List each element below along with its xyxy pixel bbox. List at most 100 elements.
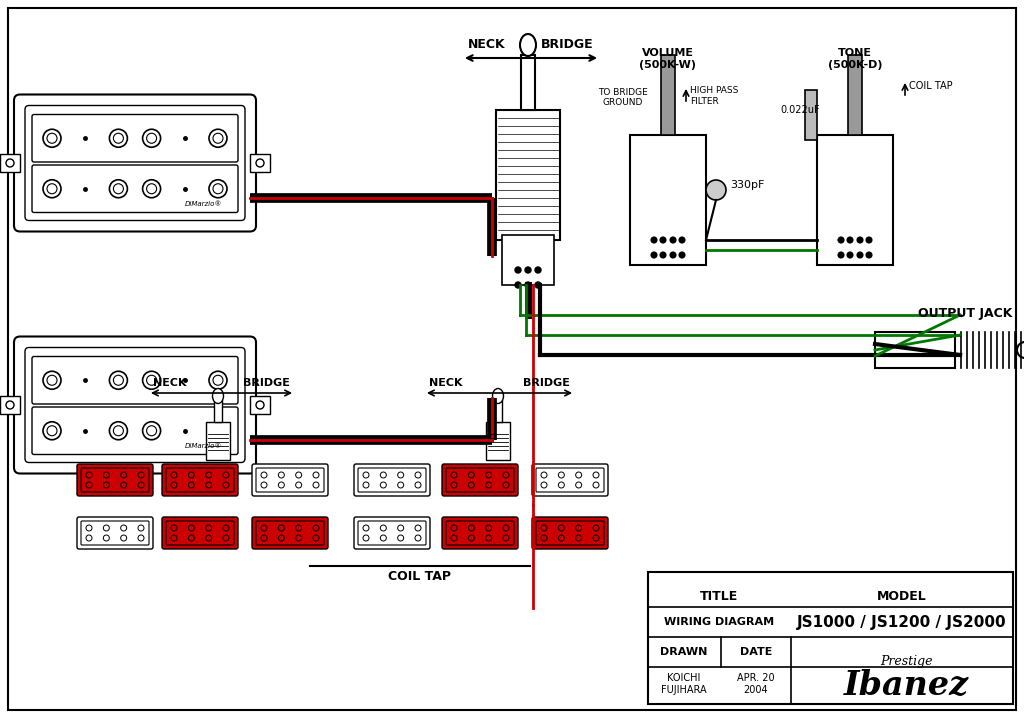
Circle shape — [103, 472, 110, 478]
Text: 330pF: 330pF — [730, 180, 764, 190]
FancyBboxPatch shape — [14, 337, 256, 473]
Circle shape — [261, 525, 267, 531]
Circle shape — [515, 282, 521, 288]
Circle shape — [296, 535, 302, 541]
Text: DiMarzio®: DiMarzio® — [184, 444, 222, 449]
Circle shape — [86, 472, 92, 478]
Circle shape — [670, 252, 676, 258]
Text: DiMarzio®: DiMarzio® — [184, 202, 222, 208]
Circle shape — [114, 376, 124, 386]
Circle shape — [558, 535, 564, 541]
Circle shape — [261, 482, 267, 488]
Text: BRIDGE: BRIDGE — [523, 378, 570, 388]
Bar — [214, 400, 222, 422]
Circle shape — [279, 472, 285, 478]
Text: TITLE: TITLE — [699, 589, 738, 602]
FancyBboxPatch shape — [256, 521, 324, 545]
Text: NECK: NECK — [153, 378, 186, 388]
Circle shape — [138, 472, 144, 478]
Circle shape — [110, 421, 127, 439]
Circle shape — [213, 184, 223, 194]
Circle shape — [397, 472, 403, 478]
Circle shape — [593, 482, 599, 488]
Circle shape — [380, 535, 386, 541]
Circle shape — [866, 252, 872, 258]
FancyBboxPatch shape — [536, 468, 604, 492]
Circle shape — [146, 376, 157, 386]
FancyBboxPatch shape — [446, 521, 514, 545]
Circle shape — [593, 535, 599, 541]
FancyBboxPatch shape — [442, 517, 518, 549]
FancyBboxPatch shape — [162, 517, 238, 549]
Text: VOLUME
(500K-W): VOLUME (500K-W) — [640, 48, 696, 70]
Bar — [0, 396, 20, 414]
Text: JS1000 / JS1200 / JS2000: JS1000 / JS1200 / JS2000 — [798, 615, 1007, 630]
Circle shape — [206, 472, 212, 478]
Circle shape — [47, 134, 57, 144]
Circle shape — [706, 180, 726, 200]
Circle shape — [47, 184, 57, 194]
Bar — [648, 572, 1013, 704]
Circle shape — [468, 472, 474, 478]
Circle shape — [313, 472, 319, 478]
Circle shape — [103, 535, 110, 541]
Circle shape — [485, 472, 492, 478]
Circle shape — [838, 252, 844, 258]
Circle shape — [121, 535, 127, 541]
Text: NECK: NECK — [468, 38, 506, 51]
Circle shape — [121, 525, 127, 531]
FancyBboxPatch shape — [81, 468, 150, 492]
Text: BRIDGE: BRIDGE — [243, 378, 290, 388]
Circle shape — [451, 535, 457, 541]
Circle shape — [86, 535, 92, 541]
FancyBboxPatch shape — [77, 517, 153, 549]
Circle shape — [593, 525, 599, 531]
Text: OUTPUT JACK: OUTPUT JACK — [918, 307, 1012, 320]
FancyBboxPatch shape — [252, 517, 328, 549]
Circle shape — [313, 525, 319, 531]
Circle shape — [171, 535, 177, 541]
Circle shape — [313, 482, 319, 488]
Circle shape — [397, 525, 403, 531]
Circle shape — [651, 237, 657, 243]
Circle shape — [223, 525, 229, 531]
Circle shape — [535, 267, 541, 273]
Bar — [502, 235, 554, 285]
Circle shape — [296, 482, 302, 488]
Ellipse shape — [520, 34, 536, 56]
Circle shape — [296, 472, 302, 478]
Circle shape — [503, 472, 509, 478]
Text: Ibanez: Ibanez — [844, 669, 969, 702]
Circle shape — [206, 482, 212, 488]
Circle shape — [362, 472, 369, 478]
Circle shape — [279, 482, 285, 488]
FancyBboxPatch shape — [81, 521, 150, 545]
Circle shape — [485, 525, 492, 531]
Circle shape — [209, 371, 227, 389]
Circle shape — [86, 482, 92, 488]
Circle shape — [188, 472, 195, 478]
FancyBboxPatch shape — [442, 464, 518, 496]
Circle shape — [558, 525, 564, 531]
Circle shape — [515, 267, 521, 273]
Circle shape — [188, 482, 195, 488]
Circle shape — [261, 535, 267, 541]
Bar — [0, 154, 20, 172]
Circle shape — [397, 482, 403, 488]
Circle shape — [485, 535, 492, 541]
Circle shape — [171, 472, 177, 478]
Circle shape — [121, 472, 127, 478]
Text: MODEL: MODEL — [878, 589, 927, 602]
Circle shape — [43, 180, 61, 197]
Text: WIRING DIAGRAM: WIRING DIAGRAM — [664, 617, 774, 627]
Circle shape — [541, 482, 547, 488]
Circle shape — [142, 180, 161, 197]
Circle shape — [6, 401, 14, 409]
Circle shape — [451, 472, 457, 478]
Circle shape — [847, 252, 853, 258]
Circle shape — [213, 426, 223, 436]
Text: NECK: NECK — [429, 378, 463, 388]
Circle shape — [415, 482, 421, 488]
FancyBboxPatch shape — [166, 521, 234, 545]
Circle shape — [670, 237, 676, 243]
